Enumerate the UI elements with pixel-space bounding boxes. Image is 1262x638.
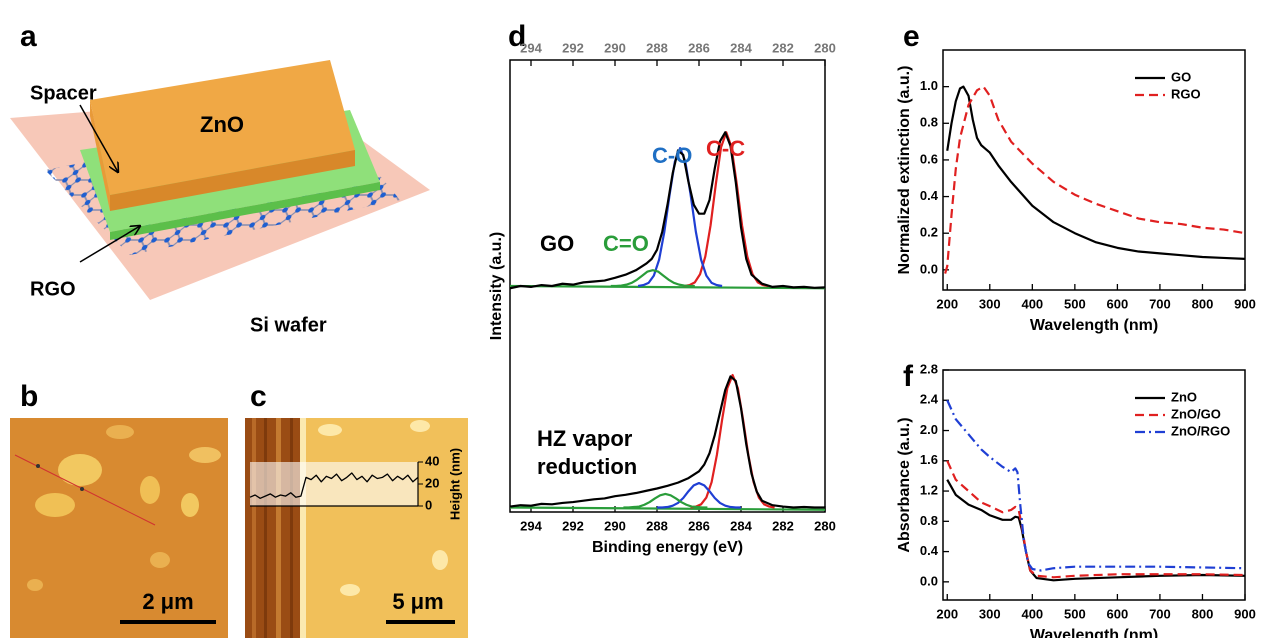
afm-image: [10, 418, 228, 638]
panel-label: b: [20, 380, 38, 413]
x-top-tick-label: 288: [646, 40, 668, 55]
panel-label: e: [903, 20, 920, 53]
annotation: reduction: [537, 454, 637, 479]
scale-bar-label: 5 μm: [392, 589, 443, 614]
x-tick-label: 500: [1064, 296, 1086, 311]
x-tick-label: 700: [1149, 606, 1171, 621]
x-tick-label: 290: [604, 518, 626, 533]
panel-label: d: [508, 20, 526, 53]
x-tick-label: 900: [1234, 606, 1256, 621]
y-tick-label: 0.0: [920, 261, 938, 276]
legend-label: ZnO/RGO: [1171, 423, 1230, 438]
line-series: [944, 85, 1246, 274]
panel-label: a: [20, 20, 37, 53]
axis-title: Normalized extinction (a.u.): [896, 66, 913, 275]
axis-title: Intensity (a.u.): [488, 232, 505, 340]
afm-image: [245, 418, 468, 638]
x-tick-label: 500: [1064, 606, 1086, 621]
y-tick-label: 1.6: [920, 452, 938, 467]
annotation: C-O: [652, 143, 692, 168]
line-series: [509, 131, 826, 290]
y-tick-label: 0: [425, 497, 432, 512]
x-tick-label: 300: [979, 296, 1001, 311]
y-tick-label: 0.6: [920, 151, 938, 166]
x-top-tick-label: 290: [604, 40, 626, 55]
x-tick-label: 700: [1149, 296, 1171, 311]
y-tick-label: 0.4: [920, 543, 939, 558]
annotation: C=O: [603, 231, 649, 256]
line-series: [637, 147, 723, 288]
line-series: [946, 399, 1246, 572]
x-top-tick-label: 286: [688, 40, 710, 55]
x-tick-label: 400: [1021, 296, 1043, 311]
y-tick-label: 20: [425, 475, 439, 490]
x-tick-label: 284: [730, 518, 752, 533]
layer-label: RGO: [30, 278, 76, 300]
x-tick-label: 294: [520, 518, 542, 533]
x-tick-label: 200: [936, 606, 958, 621]
line-series: [657, 481, 741, 509]
line-series: [623, 492, 708, 509]
layer-label: ZnO: [200, 112, 244, 137]
y-tick-label: 0.2: [920, 225, 938, 240]
line-series: [946, 460, 1246, 579]
axis-title: Wavelength (nm): [1030, 317, 1158, 334]
x-top-tick-label: 280: [814, 40, 836, 55]
y-tick-label: 2.4: [920, 392, 939, 407]
x-tick-label: 900: [1234, 296, 1256, 311]
x-top-tick-label: 282: [772, 40, 794, 55]
x-tick-label: 292: [562, 518, 584, 533]
schematic: [10, 60, 430, 300]
layer-label: Si wafer: [250, 314, 327, 336]
x-tick-label: 288: [646, 518, 668, 533]
scale-bar-label: 2 μm: [142, 589, 193, 614]
annotation: C-C: [706, 136, 745, 161]
x-top-tick-label: 284: [730, 40, 752, 55]
x-tick-label: 600: [1107, 296, 1129, 311]
x-tick-label: 280: [814, 518, 836, 533]
legend-label: RGO: [1171, 86, 1201, 101]
line-series: [946, 479, 1246, 582]
line-series: [690, 373, 775, 509]
plot-frame: [942, 49, 1246, 291]
legend-label: ZnO: [1171, 389, 1197, 404]
line-series: [509, 375, 825, 509]
x-tick-label: 200: [936, 296, 958, 311]
plot-frame: [942, 369, 1246, 601]
y-tick-label: 2.0: [920, 422, 938, 437]
line-series: [946, 85, 1246, 260]
line-series: [249, 472, 419, 499]
x-tick-label: 800: [1192, 296, 1214, 311]
x-top-tick-label: 294: [520, 40, 542, 55]
y-tick-label: 0.4: [920, 188, 939, 203]
x-tick-label: 600: [1107, 606, 1129, 621]
axis-title: Absorbance (a.u.): [896, 417, 913, 552]
y-tick-label: 0.0: [920, 573, 938, 588]
axis-title: Height (nm): [447, 448, 462, 520]
annotation: GO: [540, 231, 574, 256]
layer-label: Spacer: [30, 82, 97, 104]
line-series: [509, 506, 826, 511]
y-tick-label: 0.8: [920, 513, 938, 528]
panel-label: c: [250, 380, 267, 413]
panel-label: f: [903, 360, 914, 393]
axis-title: Wavelength (nm): [1030, 627, 1158, 638]
x-tick-label: 800: [1192, 606, 1214, 621]
axis-title: Binding energy (eV): [592, 539, 743, 556]
y-tick-label: 0.8: [920, 115, 938, 130]
y-tick-label: 1.0: [920, 78, 938, 93]
y-tick-label: 1.2: [920, 482, 938, 497]
x-top-tick-label: 292: [562, 40, 584, 55]
line-series: [610, 269, 695, 288]
legend-label: GO: [1171, 69, 1191, 84]
legend-label: ZnO/GO: [1171, 406, 1221, 421]
annotation: HZ vapor: [537, 426, 633, 451]
x-tick-label: 400: [1021, 606, 1043, 621]
y-tick-label: 40: [425, 453, 439, 468]
x-tick-label: 282: [772, 518, 794, 533]
x-tick-label: 286: [688, 518, 710, 533]
x-tick-label: 300: [979, 606, 1001, 621]
y-tick-label: 2.8: [920, 361, 938, 376]
